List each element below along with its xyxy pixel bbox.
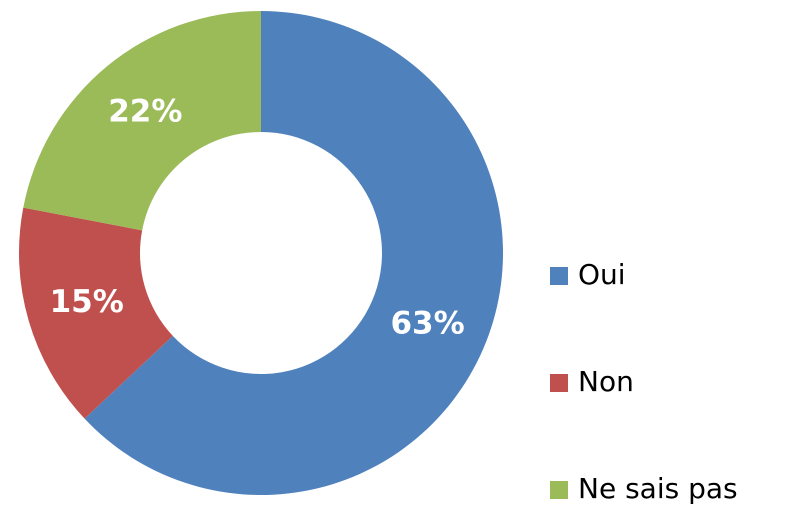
slice-label: 22% <box>108 94 182 130</box>
donut-slice <box>84 11 503 495</box>
legend-swatch <box>550 267 568 285</box>
donut-slice <box>23 10 262 231</box>
legend-swatch <box>550 481 568 499</box>
donut-slice <box>18 207 173 419</box>
legend-label: Oui <box>578 258 626 291</box>
legend-swatch <box>550 374 568 392</box>
slice-label: 15% <box>50 284 124 320</box>
legend-label: Non <box>578 365 634 398</box>
legend-label: Ne sais pas <box>578 472 738 505</box>
slice-label: 63% <box>390 306 464 342</box>
